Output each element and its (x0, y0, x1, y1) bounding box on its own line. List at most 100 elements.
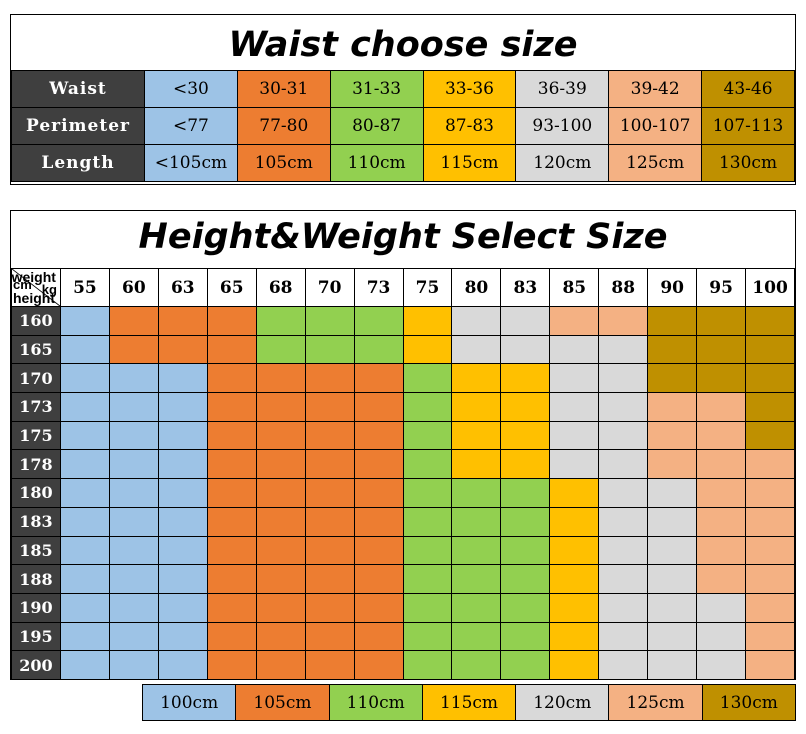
size-grid-cell (500, 535, 551, 566)
waist-table-row: Perimeter <77 77-80 80-87 87-83 93-100 100-107… (11, 107, 795, 145)
size-grid-cell (451, 478, 502, 508)
legend-cell: 100cm (141, 684, 237, 721)
size-grid-cell (598, 449, 649, 480)
size-grid-cell (353, 392, 404, 422)
size-grid-cell (255, 650, 306, 680)
size-grid-cell (598, 392, 649, 422)
size-grid-cell (108, 449, 159, 480)
size-grid-cell (549, 420, 600, 451)
legend-cell: 115cm (421, 684, 517, 721)
size-grid-cell (304, 334, 355, 365)
size-grid-cell (255, 449, 306, 480)
size-grid-cell (255, 420, 306, 451)
size-grid-cell (598, 650, 649, 680)
size-grid-cell (206, 392, 257, 422)
waist-cell: <77 (144, 107, 238, 145)
size-grid-cell (647, 478, 698, 508)
size-grid-cell (745, 592, 795, 623)
size-grid-cell (696, 363, 747, 394)
hw-section-title: Height&Weight Select Size (138, 217, 668, 257)
size-grid-cell (108, 592, 159, 623)
height-header-cell: 180 (11, 478, 61, 508)
weight-header-cell: 80 (451, 268, 502, 307)
waist-cell: 36-39 (515, 70, 610, 108)
legend-row: 100cm 105cm 110cm 115cm 120cm 125cm 130cm (141, 684, 797, 721)
height-row: 183 (11, 506, 795, 537)
size-grid-cell (549, 334, 600, 365)
waist-cell: 77-80 (236, 107, 331, 145)
height-row: 165 (11, 334, 795, 365)
size-grid-cell (157, 392, 208, 422)
size-grid-cell (108, 564, 159, 594)
waist-cell: 105cm (236, 144, 331, 182)
size-grid-cell (402, 650, 453, 680)
size-grid-cell (206, 506, 257, 537)
size-grid-cell (402, 306, 453, 336)
size-grid-cell (402, 506, 453, 537)
size-grid-cell (59, 306, 110, 336)
size-grid-cell (304, 392, 355, 422)
size-grid-cell (59, 392, 110, 422)
size-grid-cell (500, 363, 551, 394)
size-grid-cell (108, 478, 159, 508)
size-grid-cell (451, 392, 502, 422)
size-grid-cell (59, 564, 110, 594)
size-grid-cell (549, 535, 600, 566)
size-grid-cell (451, 621, 502, 652)
size-grid-cell (696, 306, 747, 336)
size-grid-cell (647, 621, 698, 652)
size-grid-cell (108, 306, 159, 336)
size-grid-cell (696, 392, 747, 422)
size-grid-cell (255, 392, 306, 422)
height-header-cell: 185 (11, 535, 61, 566)
weight-header-cell: 68 (255, 268, 306, 307)
size-grid-cell (206, 478, 257, 508)
weight-header-cell: 63 (157, 268, 208, 307)
size-grid-cell (745, 650, 795, 680)
size-grid-cell (598, 564, 649, 594)
height-weight-grid: weight kg cm height 55 60 63 65 68 70 73 75 80 83… (11, 268, 795, 680)
size-grid-cell (304, 564, 355, 594)
legend-cell: 125cm (608, 684, 703, 721)
size-grid-cell (353, 650, 404, 680)
size-grid-cell (598, 306, 649, 336)
size-grid-cell (402, 478, 453, 508)
size-grid-cell (696, 420, 747, 451)
size-grid-cell (402, 392, 453, 422)
waist-cell: 31-33 (329, 70, 424, 108)
size-grid-cell (696, 592, 747, 623)
size-grid-cell (647, 392, 698, 422)
size-grid-cell (598, 420, 649, 451)
size-grid-cell (353, 420, 404, 451)
size-grid-cell (500, 478, 551, 508)
size-grid-cell (304, 449, 355, 480)
size-grid-cell (157, 306, 208, 336)
size-grid-cell (304, 650, 355, 680)
height-header-cell: 160 (11, 306, 61, 336)
waist-cell: 107-113 (701, 107, 795, 145)
size-grid-cell (402, 621, 453, 652)
size-grid-cell (451, 650, 502, 680)
size-grid-cell (108, 535, 159, 566)
size-grid-cell (549, 621, 600, 652)
size-grid-cell (402, 363, 453, 394)
size-grid-cell (598, 334, 649, 365)
size-grid-cell (647, 506, 698, 537)
size-grid-cell (500, 650, 551, 680)
size-grid-cell (108, 506, 159, 537)
size-legend: 100cm 105cm 110cm 115cm 120cm 125cm 130cm (141, 684, 797, 721)
size-grid-cell (353, 621, 404, 652)
weight-header-cell: 75 (402, 268, 453, 307)
height-header-cell: 200 (11, 650, 61, 680)
corner-cm-label: cm (13, 277, 32, 292)
size-grid-cell (59, 449, 110, 480)
height-header-cell: 188 (11, 564, 61, 594)
height-row: 160 (11, 306, 795, 336)
size-grid-cell (206, 621, 257, 652)
weight-header-cell: 55 (59, 268, 110, 307)
size-grid-cell (255, 306, 306, 336)
corner-height-label: height (13, 290, 55, 306)
waist-cell: 87-83 (422, 107, 517, 145)
size-grid-cell (500, 506, 551, 537)
size-grid-cell (157, 621, 208, 652)
